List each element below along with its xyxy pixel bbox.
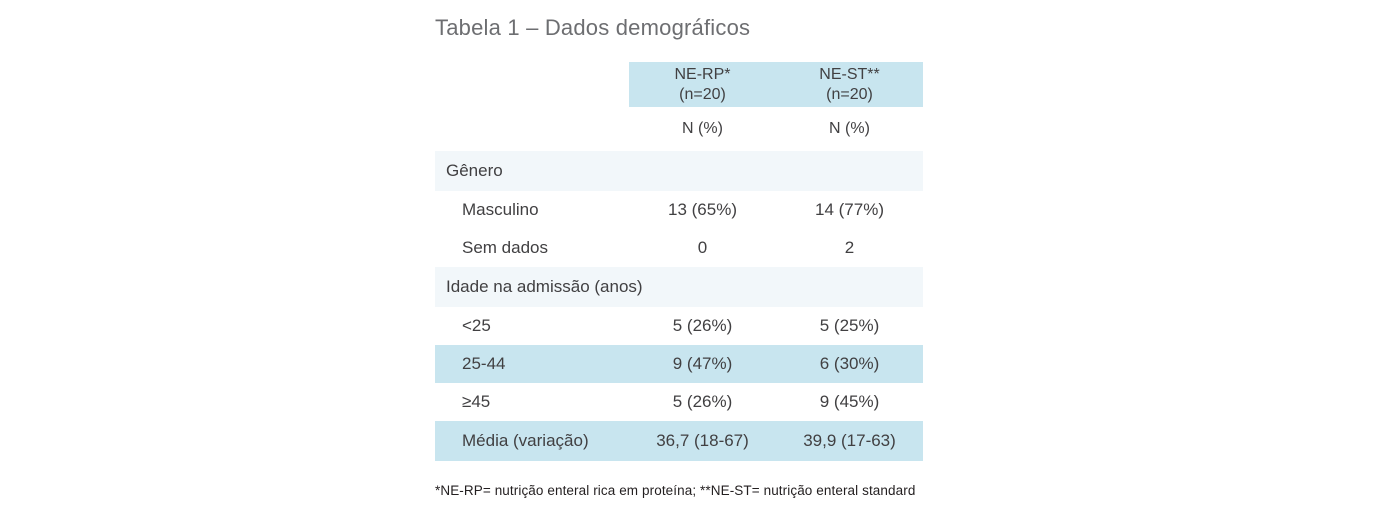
- row-label: Média (variação): [435, 421, 629, 461]
- table-container: Tabela 1 – Dados demográficos NE-RP* (n=…: [435, 14, 923, 498]
- row-value-ne-rp: 0: [697, 238, 708, 257]
- row-value-ne-st: 14 (77%): [815, 200, 884, 219]
- measure-spacer-cell: [435, 107, 629, 151]
- column-sublabel: (n=20): [826, 85, 873, 103]
- column-label: NE-ST**: [819, 65, 880, 83]
- column-header-ne-rp: NE-RP* (n=20): [629, 62, 776, 107]
- row-label: Sem dados: [462, 238, 548, 257]
- column-sublabel: (n=20): [679, 85, 726, 103]
- measure-cell-ne-rp: N (%): [682, 120, 723, 137]
- header-spacer-cell: [435, 62, 629, 107]
- table-title: Tabela 1 – Dados demográficos: [435, 15, 751, 40]
- row-label: ≥45: [462, 392, 491, 411]
- section-row-idade: Idade na admissão (anos): [435, 267, 923, 307]
- row-label: 25-44: [435, 345, 629, 383]
- row-label: <25: [462, 316, 491, 335]
- column-header-ne-st: NE-ST** (n=20): [776, 62, 923, 107]
- demographics-table: NE-RP* (n=20) NE-ST** (n=20) N (%) N (%)…: [435, 62, 923, 461]
- row-value-ne-st: 39,9 (17-63): [776, 421, 923, 461]
- measure-cell-ne-st: N (%): [829, 120, 870, 137]
- row-value-ne-rp: 9 (47%): [629, 345, 776, 383]
- row-value-ne-rp: 13 (65%): [668, 200, 737, 219]
- row-value-ne-st: 9 (45%): [819, 392, 880, 411]
- column-label: NE-RP*: [674, 65, 731, 83]
- row-value-ne-st: 2: [844, 238, 855, 257]
- row-value-ne-rp: 36,7 (18-67): [629, 421, 776, 461]
- table-footnote: *NE-RP= nutrição enteral rica em proteín…: [435, 483, 916, 498]
- row-label: Masculino: [462, 200, 539, 219]
- row-value-ne-st: 5 (25%): [819, 316, 880, 335]
- section-row-genero: Gênero: [435, 151, 923, 191]
- row-value-ne-st: 6 (30%): [776, 345, 923, 383]
- row-value-ne-rp: 5 (26%): [672, 392, 733, 411]
- row-value-ne-rp: 5 (26%): [672, 316, 733, 335]
